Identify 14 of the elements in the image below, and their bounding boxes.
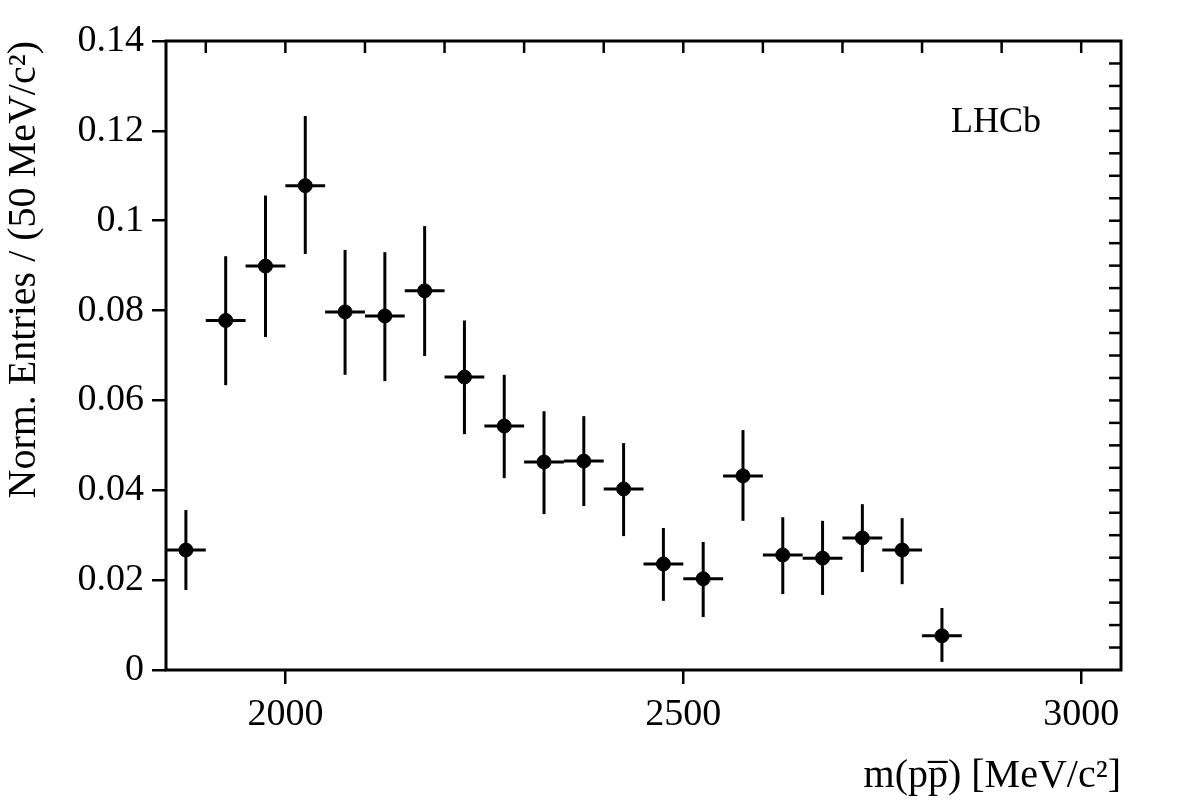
y-tick-label: 0.04 <box>77 466 144 509</box>
y-tick-label: 0.02 <box>77 556 144 599</box>
x-tick-label: 3000 <box>1043 690 1120 733</box>
y-tick-label: 0.08 <box>77 286 144 329</box>
annotation: LHCb <box>951 100 1041 141</box>
x-axis-title: m(pp̅) [MeV/c²] <box>863 750 1121 796</box>
y-tick-label: 0 <box>125 645 144 688</box>
y-tick-label: 0.12 <box>77 106 144 149</box>
x-tick-label: 2500 <box>645 690 722 733</box>
x-tick-label: 2000 <box>247 690 324 733</box>
y-tick-label: 0.1 <box>96 196 144 239</box>
y-tick-label: 0.06 <box>77 376 144 419</box>
y-tick-label: 0.14 <box>77 16 144 59</box>
y-axis-title: Norm. Entries / (50 MeV/c²) <box>0 41 44 499</box>
